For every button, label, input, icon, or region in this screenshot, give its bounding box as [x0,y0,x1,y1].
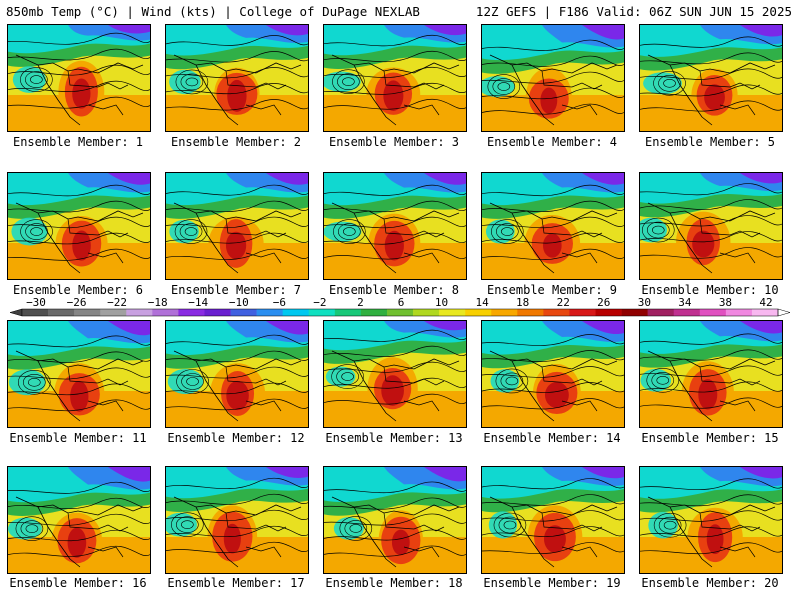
ensemble-member-label: Ensemble Member: 10 [641,283,779,297]
ensemble-member-map [323,24,467,132]
ensemble-member-label: Ensemble Member: 17 [167,576,305,590]
colorbar-tick-label: 14 [475,296,489,309]
ensemble-member-label: Ensemble Member: 6 [12,283,144,297]
colorbar-tick-label: −22 [107,296,127,309]
ensemble-member-label: Ensemble Member: 15 [641,431,779,445]
ensemble-member-map [165,466,309,574]
colorbar-tick-label: 6 [398,296,405,309]
colorbar-tick-label: −2 [313,296,326,309]
colorbar-tick-label: 22 [557,296,570,309]
ensemble-member-label: Ensemble Member: 7 [170,283,302,297]
ensemble-member-label: Ensemble Member: 9 [486,283,618,297]
ensemble-member-map [323,320,467,428]
ensemble-member-map [481,172,625,280]
ensemble-member-map [639,320,783,428]
ensemble-member-label: Ensemble Member: 20 [641,576,779,590]
colorbar-tick-label: 30 [638,296,651,309]
colorbar-tick-label: 42 [759,296,772,309]
ensemble-member-map [323,466,467,574]
header-title-left: 850mb Temp (°C) | Wind (kts) | College o… [6,4,420,19]
ensemble-member-map [639,172,783,280]
temperature-colorbar: −30 −26 −22 −18 −14 −10 −6 −2 2 6 10 14 18 22 26 30 34 38… [9,296,791,317]
ensemble-member-map [7,24,151,132]
colorbar-tick-label: 18 [516,296,529,309]
ensemble-member-map [481,24,625,132]
colorbar-tick-label: −10 [229,296,249,309]
colorbar-tick-label: 38 [719,296,732,309]
ensemble-member-label: Ensemble Member: 13 [325,431,463,445]
ensemble-member-label: Ensemble Member: 14 [483,431,621,445]
header-title-right: 12Z GEFS | F186 Valid: 06Z SUN JUN 15 20… [475,4,792,19]
ensemble-member-label: Ensemble Member: 12 [167,431,305,445]
colorbar-tick-label: 34 [678,296,692,309]
colorbar-tick-label: −6 [273,296,286,309]
ensemble-member-label: Ensemble Member: 18 [325,576,463,590]
colorbar-tick-label: −14 [188,296,208,309]
colorbar-tick-label: −26 [67,296,87,309]
ensemble-member-label: Ensemble Member: 2 [170,135,302,149]
ensemble-member-map [7,320,151,428]
colorbar-tick-label: −30 [26,296,46,309]
ensemble-member-label: Ensemble Member: 8 [328,283,460,297]
ensemble-member-map [165,24,309,132]
ensemble-member-map [7,466,151,574]
ensemble-member-label: Ensemble Member: 16 [9,576,147,590]
ensemble-member-map [481,320,625,428]
colorbar-tick-label: 2 [357,296,364,309]
ensemble-member-label: Ensemble Member: 1 [12,135,144,149]
ensemble-member-label: Ensemble Member: 11 [9,431,147,445]
ensemble-member-map [481,466,625,574]
ensemble-member-map [7,172,151,280]
ensemble-member-map [639,466,783,574]
colorbar-tick-label: −18 [148,296,168,309]
ensemble-member-map [165,320,309,428]
ensemble-member-map [165,172,309,280]
ensemble-member-label: Ensemble Member: 4 [486,135,618,149]
colorbar-tick-label: 10 [435,296,448,309]
ensemble-member-label: Ensemble Member: 5 [644,135,776,149]
ensemble-member-label: Ensemble Member: 3 [328,135,460,149]
ensemble-member-label: Ensemble Member: 19 [483,576,621,590]
ensemble-member-map [639,24,783,132]
ensemble-member-map [323,172,467,280]
colorbar-tick-label: 26 [597,296,610,309]
